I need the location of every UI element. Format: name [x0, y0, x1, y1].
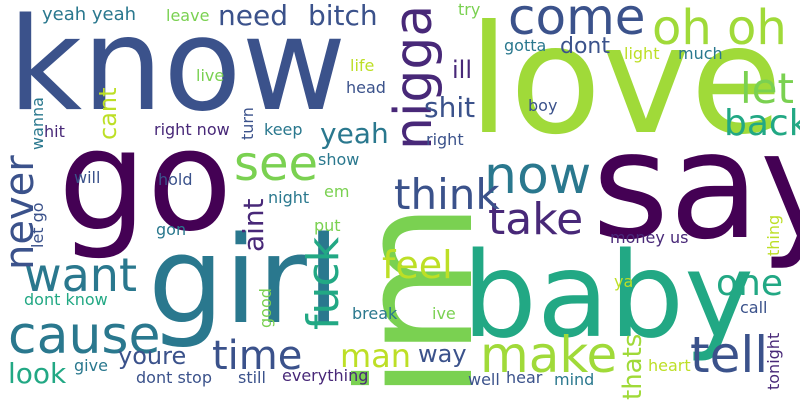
word-dont: dont [560, 34, 610, 59]
word-still: still [238, 368, 266, 387]
word-let: let [740, 64, 794, 113]
word-turn: turn [238, 107, 257, 140]
word-break: break [352, 304, 398, 323]
word-right: right [426, 130, 464, 149]
word-light: light [624, 44, 660, 63]
word-give: give [74, 356, 108, 375]
word-make: make [480, 326, 618, 384]
word-time: time [212, 333, 303, 379]
word-aint: aint [237, 198, 270, 252]
word-girl: girl [148, 212, 341, 351]
word-look: look [8, 357, 67, 390]
word-know: know [8, 0, 347, 140]
word-everything: everything [282, 366, 369, 385]
word-tell: tell [690, 326, 769, 384]
word-hear: hear [506, 368, 543, 387]
word-back: back [724, 103, 800, 144]
word-bitch: bitch [308, 0, 378, 32]
word-love: love [468, 0, 783, 168]
word-see: see [234, 136, 319, 192]
word-come: come [508, 0, 646, 46]
word-cause: cause [8, 306, 161, 366]
word-gotta: gotta [504, 36, 547, 55]
word-us: us [670, 228, 689, 247]
word-oh-oh: oh oh [652, 0, 787, 56]
word-let-go: let go [28, 202, 47, 248]
word-nigga: nigga [384, 4, 444, 150]
word-man: man [340, 337, 412, 375]
word-go: go [58, 100, 233, 263]
word-gon: gon [156, 220, 187, 239]
word-ill: ill [452, 56, 473, 84]
word-yeah: yeah [320, 117, 389, 150]
word-right-now: right now [154, 120, 230, 139]
word-ya: ya [614, 272, 634, 291]
word-baby: baby [462, 226, 754, 364]
word-em: em [324, 182, 350, 201]
word-keep: keep [264, 120, 303, 139]
word-yeah-yeah: yeah yeah [42, 4, 137, 25]
word-heart: heart [648, 356, 691, 375]
word-need: need [218, 0, 288, 32]
word-thats: thats [618, 333, 648, 400]
word-show: show [318, 150, 360, 169]
word-wanna: wanna [28, 97, 47, 150]
word-life: life [350, 56, 375, 75]
word-well: well [468, 370, 500, 389]
word-hit: hit [44, 122, 65, 141]
word-good: good [256, 288, 275, 328]
word-live: live [196, 66, 225, 85]
word-youre: youre [118, 342, 187, 370]
word-thing: thing [764, 214, 783, 256]
word-money: money [610, 228, 665, 247]
word-put: put [314, 216, 341, 235]
word-dont-stop: dont stop [136, 368, 212, 387]
word-take: take [488, 194, 584, 245]
word-will: will [74, 168, 101, 187]
word-feel: feel [382, 243, 453, 287]
word-way: way [418, 340, 467, 368]
word-say: say [592, 100, 800, 272]
word-much: much [678, 44, 723, 63]
word-shit: shit [424, 91, 476, 124]
word-fuck: fuck [298, 236, 349, 330]
word-head: head [346, 78, 386, 97]
word-cant: cant [94, 87, 122, 140]
word-leave: leave [166, 6, 210, 25]
word-hold: hold [158, 170, 193, 189]
word-night: night [268, 188, 310, 207]
word-mind: mind [554, 370, 595, 389]
word-one: one [716, 263, 783, 304]
word-ive: ive [432, 304, 456, 323]
word-call: call [740, 298, 768, 317]
word-now: now [484, 146, 592, 206]
word-dont-know: dont know [24, 290, 108, 309]
word-think: think [394, 170, 500, 219]
word-tonight: tonight [764, 332, 783, 390]
word-try: try [458, 0, 481, 19]
word-want: want [24, 248, 138, 302]
word-boy: boy [528, 96, 558, 115]
